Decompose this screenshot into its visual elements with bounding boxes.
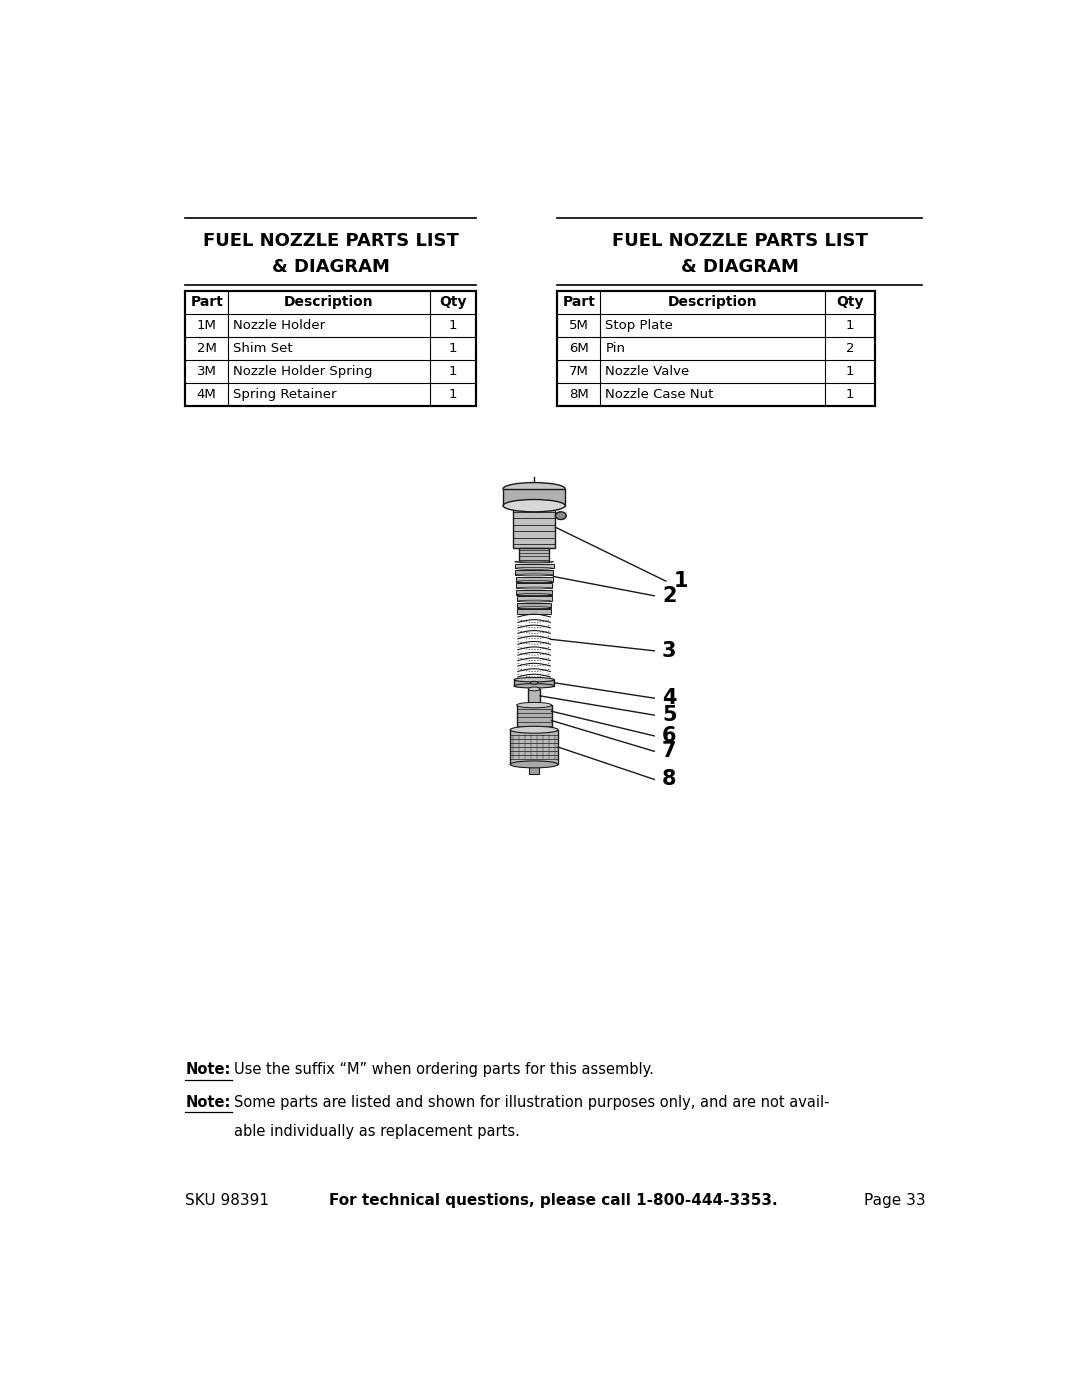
Text: Description: Description bbox=[667, 295, 757, 309]
Bar bbox=[515, 563, 554, 569]
Text: 1: 1 bbox=[846, 319, 854, 332]
Ellipse shape bbox=[516, 703, 552, 708]
Text: 8M: 8M bbox=[569, 388, 589, 401]
Bar bbox=[516, 597, 552, 601]
Text: 3: 3 bbox=[662, 641, 676, 661]
Bar bbox=[517, 609, 551, 615]
Text: Description: Description bbox=[284, 295, 374, 309]
Text: FUEL NOZZLE PARTS LIST: FUEL NOZZLE PARTS LIST bbox=[611, 232, 867, 250]
Text: Use the suffix “M” when ordering parts for this assembly.: Use the suffix “M” when ordering parts f… bbox=[234, 1062, 654, 1077]
Bar bbox=[186, 291, 476, 407]
Text: For technical questions, please call 1-800-444-3353.: For technical questions, please call 1-8… bbox=[329, 1193, 778, 1208]
Bar bbox=[513, 506, 555, 548]
Text: 7: 7 bbox=[662, 742, 676, 761]
Text: Qty: Qty bbox=[438, 295, 467, 309]
Text: 7M: 7M bbox=[569, 365, 589, 379]
Ellipse shape bbox=[516, 581, 552, 583]
Bar bbox=[529, 764, 539, 774]
Text: Nozzle Valve: Nozzle Valve bbox=[606, 365, 690, 379]
Text: 4: 4 bbox=[662, 689, 676, 708]
Text: Note:: Note: bbox=[186, 1095, 231, 1109]
Text: & DIAGRAM: & DIAGRAM bbox=[680, 257, 798, 275]
Text: 1: 1 bbox=[846, 388, 854, 401]
Text: 1: 1 bbox=[448, 388, 457, 401]
Ellipse shape bbox=[515, 574, 553, 576]
Ellipse shape bbox=[514, 678, 554, 682]
Text: 1: 1 bbox=[448, 342, 457, 355]
Ellipse shape bbox=[516, 587, 552, 590]
Bar bbox=[510, 729, 558, 764]
Bar bbox=[503, 489, 565, 506]
Bar bbox=[514, 680, 554, 686]
Text: Some parts are listed and shown for illustration purposes only, and are not avai: Some parts are listed and shown for illu… bbox=[234, 1095, 829, 1109]
Ellipse shape bbox=[510, 726, 558, 733]
Text: 1: 1 bbox=[674, 571, 688, 591]
Bar bbox=[516, 583, 552, 588]
Text: 1: 1 bbox=[448, 365, 457, 379]
Bar bbox=[517, 602, 551, 608]
Text: 1M: 1M bbox=[197, 319, 217, 332]
Ellipse shape bbox=[503, 500, 565, 511]
Bar bbox=[557, 291, 875, 407]
Text: Nozzle Holder: Nozzle Holder bbox=[233, 319, 325, 332]
Text: & DIAGRAM: & DIAGRAM bbox=[272, 257, 390, 275]
Text: FUEL NOZZLE PARTS LIST: FUEL NOZZLE PARTS LIST bbox=[203, 232, 459, 250]
Text: 8: 8 bbox=[662, 770, 676, 789]
Bar bbox=[515, 577, 553, 581]
Ellipse shape bbox=[514, 683, 554, 687]
Text: Part: Part bbox=[563, 295, 595, 309]
Text: 5: 5 bbox=[662, 705, 677, 725]
Text: 6M: 6M bbox=[569, 342, 589, 355]
Text: Page 33: Page 33 bbox=[864, 1193, 926, 1208]
Bar bbox=[515, 570, 553, 576]
Text: 1: 1 bbox=[846, 365, 854, 379]
Text: 2: 2 bbox=[662, 585, 676, 606]
Text: Spring Retainer: Spring Retainer bbox=[233, 388, 337, 401]
Ellipse shape bbox=[517, 606, 551, 609]
Ellipse shape bbox=[555, 511, 566, 520]
Text: able individually as replacement parts.: able individually as replacement parts. bbox=[234, 1125, 521, 1139]
Ellipse shape bbox=[516, 594, 552, 595]
Text: Part: Part bbox=[190, 295, 224, 309]
Text: 2: 2 bbox=[846, 342, 854, 355]
Text: Nozzle Case Nut: Nozzle Case Nut bbox=[606, 388, 714, 401]
Text: Nozzle Holder Spring: Nozzle Holder Spring bbox=[233, 365, 373, 379]
Text: 3M: 3M bbox=[197, 365, 217, 379]
Ellipse shape bbox=[510, 761, 558, 768]
Bar bbox=[516, 590, 552, 595]
Text: 2M: 2M bbox=[197, 342, 217, 355]
Text: 6: 6 bbox=[662, 726, 676, 746]
Text: Shim Set: Shim Set bbox=[233, 342, 293, 355]
Text: SKU 98391: SKU 98391 bbox=[186, 1193, 269, 1208]
Text: 4M: 4M bbox=[197, 388, 217, 401]
Bar bbox=[516, 705, 552, 728]
Text: Note:: Note: bbox=[186, 1062, 231, 1077]
Text: Qty: Qty bbox=[836, 295, 864, 309]
Text: 1: 1 bbox=[448, 319, 457, 332]
Bar bbox=[528, 689, 540, 703]
Bar bbox=[519, 548, 549, 562]
Ellipse shape bbox=[528, 687, 540, 692]
Ellipse shape bbox=[515, 562, 554, 563]
Text: 5M: 5M bbox=[569, 319, 589, 332]
Text: Pin: Pin bbox=[606, 342, 625, 355]
Ellipse shape bbox=[517, 601, 551, 602]
Ellipse shape bbox=[530, 682, 538, 685]
Ellipse shape bbox=[503, 482, 565, 495]
Text: Stop Plate: Stop Plate bbox=[606, 319, 673, 332]
Ellipse shape bbox=[515, 567, 553, 570]
